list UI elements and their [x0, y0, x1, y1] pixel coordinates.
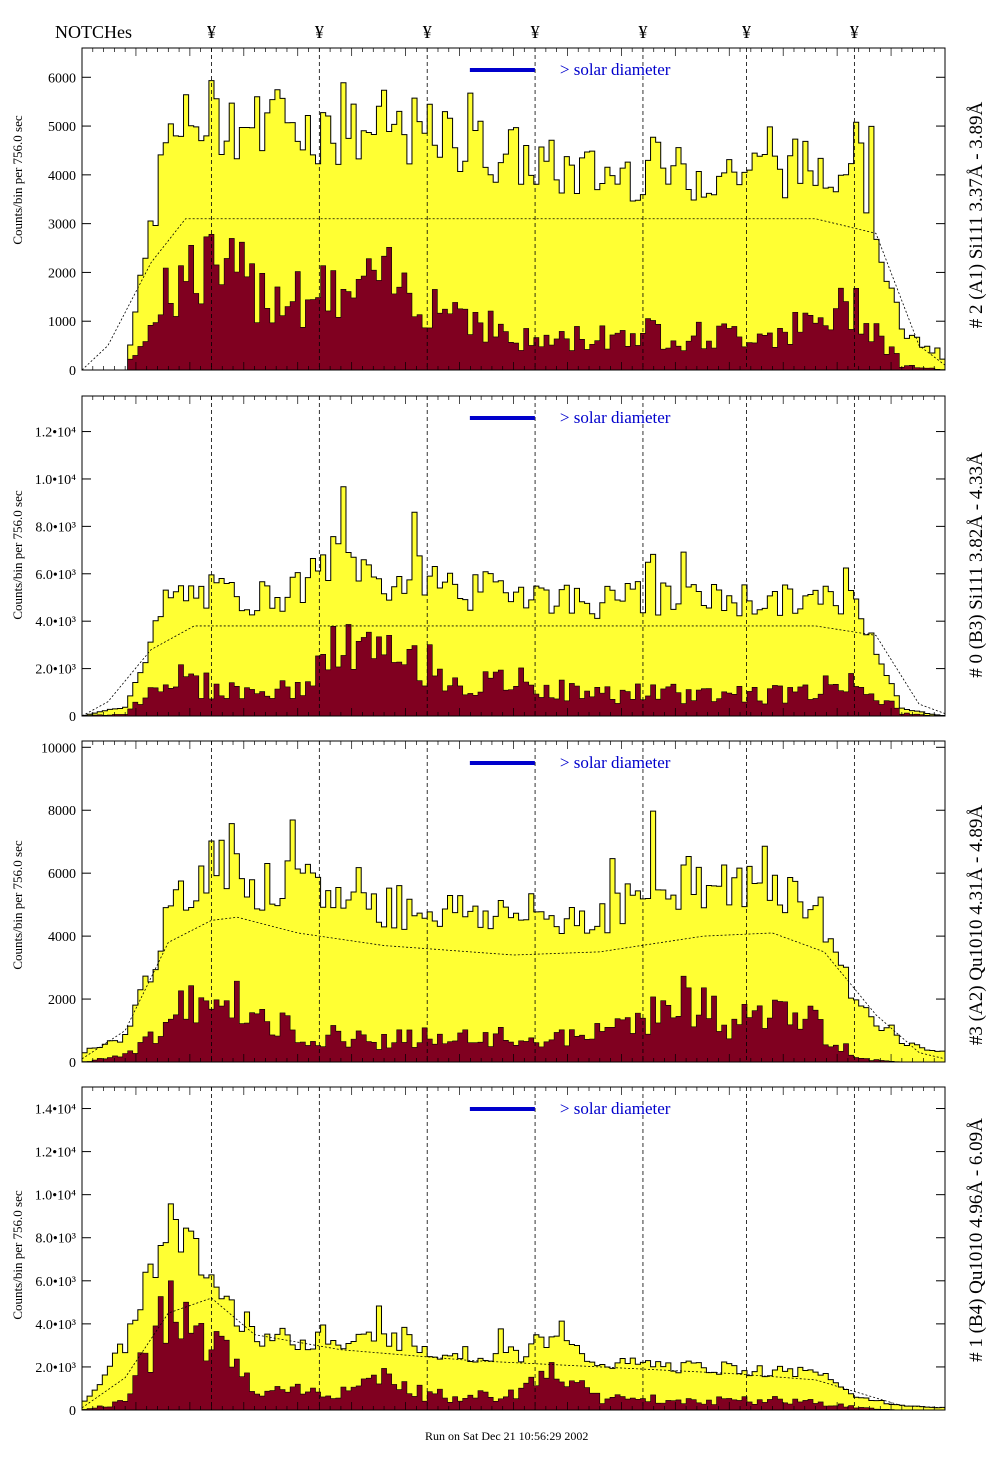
notches-label: NOTCHes: [55, 22, 132, 42]
y-tick-label: 1.2•10⁴: [35, 1146, 76, 1161]
total-counts-histogram: [81, 810, 946, 1063]
notch-marker-5: ¥: [742, 22, 751, 42]
y-tick-label: 0: [69, 710, 76, 725]
y-tick-label: 0: [69, 1056, 76, 1071]
y-tick-label: 0: [69, 1404, 76, 1419]
legend-label: > solar diameter: [560, 60, 671, 79]
panel-2: 0 2000 4000 6000 8000 10000 > solar diameter Co…: [10, 740, 987, 1071]
y-tick-label: 6000: [48, 71, 76, 86]
notch-marker-0: ¥: [207, 22, 216, 42]
line-counts-histogram: [82, 234, 946, 371]
panel-title: # 0 (B3) Si111 3.82Å - 4.33Å: [966, 452, 987, 678]
y-tick-label: 2000: [48, 993, 76, 1008]
y-tick-label: 4.0•10³: [35, 1318, 76, 1333]
y-tick-label: 3000: [48, 218, 76, 233]
panel-title: #3 (A2) Qu1010 4.31Å - 4.89Å: [966, 805, 987, 1045]
notch-marker-4: ¥: [638, 22, 647, 42]
y-tick-label: 0: [69, 364, 76, 379]
notch-marker-1: ¥: [315, 22, 324, 42]
y-tick-label: 2.0•10³: [35, 663, 76, 678]
legend-label: > solar diameter: [560, 753, 671, 772]
y-axis-label: Counts/bin per 756.0 sec: [10, 840, 25, 969]
panel-title: # 2 (A1) Si111 3.37Å - 3.89Å: [966, 101, 987, 328]
total-counts-histogram: [81, 486, 946, 717]
line-counts-histogram: [81, 975, 945, 1063]
run-timestamp: Run on Sat Dec 21 10:56:29 2002: [425, 1429, 588, 1443]
y-tick-label: 8000: [48, 804, 76, 819]
y-axis-label: Counts/bin per 756.0 sec: [10, 115, 25, 244]
notch-markers: ¥ ¥ ¥ ¥ ¥ ¥ ¥: [207, 22, 859, 42]
y-tick-label: 4000: [48, 930, 76, 945]
y-tick-label: 5000: [48, 120, 76, 135]
y-tick-label: 6.0•10³: [35, 568, 76, 583]
line-counts-histogram: [81, 1280, 945, 1411]
y-axis-label: Counts/bin per 756.0 sec: [10, 1190, 25, 1319]
panel-0: 0 1000 2000 3000 4000 5000 6000 > solar diamete…: [10, 47, 987, 379]
y-tick-label: 4000: [48, 169, 76, 184]
notch-marker-3: ¥: [531, 22, 540, 42]
panels: 0 1000 2000 3000 4000 5000 6000 > solar diamete…: [10, 47, 987, 1419]
panel-title: # 1 (B4) Qu1010 4.96Å - 6.09Å: [966, 1118, 987, 1362]
notch-marker-2: ¥: [423, 22, 432, 42]
legend-label: > solar diameter: [560, 1099, 671, 1118]
panel-1: 0 2.0•10³ 4.0•10³ 6.0•10³ 8.0•10³ 1.0•10⁴ 1.2•…: [10, 395, 987, 725]
continuum-curve: [81, 1297, 946, 1409]
legend-label: > solar diameter: [560, 408, 671, 427]
y-tick-label: 4.0•10³: [35, 615, 76, 630]
y-tick-label: 8.0•10³: [35, 1232, 76, 1247]
y-tick-label: 8.0•10³: [35, 520, 76, 535]
line-counts-histogram: [81, 624, 946, 717]
y-tick-label: 1.0•10⁴: [35, 473, 76, 488]
y-tick-label: 6000: [48, 867, 76, 882]
continuum-curve: [81, 916, 946, 1060]
y-tick-label: 10000: [41, 741, 76, 756]
total-counts-histogram: [81, 1203, 946, 1411]
y-tick-label: 1.2•10⁴: [35, 426, 76, 441]
y-axis-label: Counts/bin per 756.0 sec: [10, 490, 25, 619]
y-tick-label: 2000: [48, 266, 76, 281]
continuum-curve: [81, 218, 946, 371]
y-tick-label: 1.0•10⁴: [35, 1189, 76, 1204]
y-tick-label: 6.0•10³: [35, 1275, 76, 1290]
continuum-curve: [81, 625, 946, 717]
y-tick-label: 1000: [48, 315, 76, 330]
y-tick-label: 2.0•10³: [35, 1361, 76, 1376]
notch-marker-6: ¥: [850, 22, 859, 42]
panel-3: 0 2.0•10³ 4.0•10³ 6.0•10³ 8.0•10³ 1.0•10⁴ 1.2•…: [10, 1086, 987, 1419]
y-tick-label: 1.4•10⁴: [35, 1103, 76, 1118]
